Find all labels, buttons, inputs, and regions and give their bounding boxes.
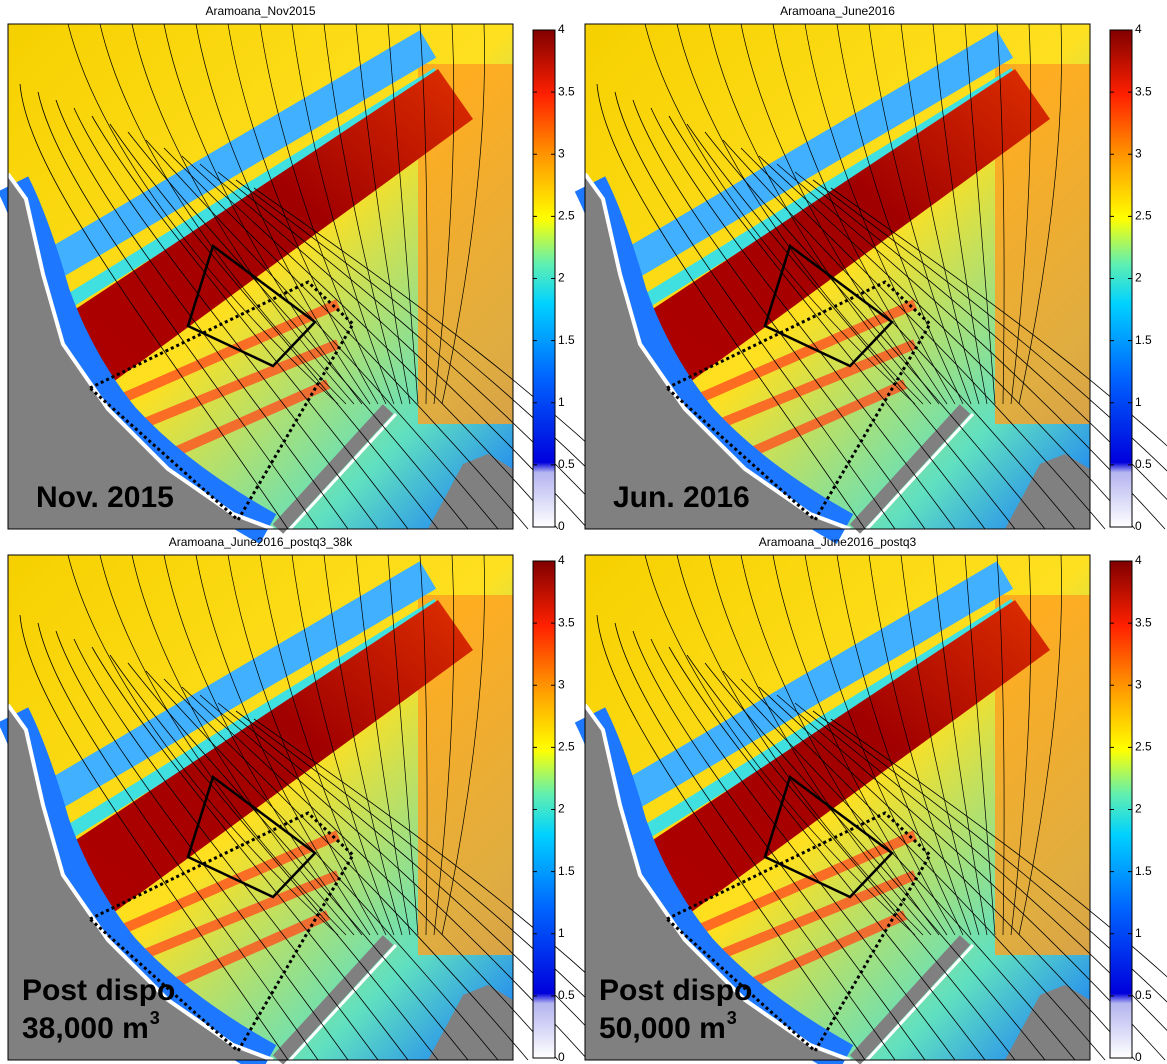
colorbar-tick-label: 2 — [1135, 802, 1142, 816]
colorbar-tick-label: 3.5 — [558, 615, 575, 629]
colorbar-tick-label: 2 — [1135, 271, 1142, 285]
panel-title: Aramoana_June2016 — [780, 4, 895, 18]
colorbar-tick-label: 0 — [558, 519, 565, 533]
colorbar-tick-label: 4 — [1135, 22, 1142, 36]
colorbar-tick-label: 0 — [558, 1050, 565, 1064]
panel: Aramoana_June2016_postq3 Post dispo 50,000… — [585, 535, 1167, 1064]
colorbar-tick-label: 1 — [1135, 926, 1142, 940]
colorbar-tick-label: 1 — [558, 926, 565, 940]
colorbar-tick-label: 1.5 — [1135, 333, 1152, 347]
figure: Aramoana_Nov2015 Nov. 2015 0 0.5 1 1.5 2 2.5 3 3.… — [0, 0, 1167, 1064]
colorbar-tick-label: 0.5 — [558, 988, 575, 1002]
colorbar-tick-label: 3 — [1135, 146, 1142, 160]
colorbar-tick-label: 3.5 — [1135, 615, 1152, 629]
colorbar-tick-label: 1.5 — [558, 333, 575, 347]
colorbar-tick-label: 3.5 — [1135, 84, 1152, 98]
colorbar-tick-label: 4 — [558, 553, 565, 567]
panel-title: Aramoana_Nov2015 — [205, 4, 315, 18]
colorbar-tick-label: 1.5 — [1135, 864, 1152, 878]
colorbar-tick-label: 1.5 — [558, 864, 575, 878]
colorbar-tick-label: 2.5 — [558, 740, 575, 754]
annotation: Nov. 2015 — [36, 481, 174, 514]
colorbar-tick-label: 3 — [558, 677, 565, 691]
annotation: 38,000 m — [22, 1012, 149, 1045]
annotation: Post dispo — [22, 974, 175, 1007]
annotation-superscript: 3 — [150, 1008, 160, 1028]
colorbar-tick-label: 1 — [1135, 395, 1142, 409]
panel: Aramoana_Nov2015 Nov. 2015 0 0.5 1 1.5 2 2.5 3 3.… — [8, 4, 678, 533]
colorbar-tick-label: 3.5 — [558, 84, 575, 98]
colorbar-tick-label: 2 — [558, 802, 565, 816]
colorbar-tick-label: 0 — [1135, 1050, 1142, 1064]
colorbar-tick-label: 1 — [558, 395, 565, 409]
colorbar-tick-label: 2.5 — [558, 209, 575, 223]
colorbar-tick-label: 2.5 — [1135, 740, 1152, 754]
colorbar-tick-label: 0.5 — [1135, 988, 1152, 1002]
annotation: Jun. 2016 — [613, 481, 750, 514]
colorbar-tick-label: 2 — [558, 271, 565, 285]
annotation-superscript: 3 — [727, 1008, 737, 1028]
annotation: Post dispo — [599, 974, 752, 1007]
panel-title: Aramoana_June2016_postq3 — [759, 535, 917, 549]
colorbar-tick-label: 4 — [1135, 553, 1142, 567]
panel: Aramoana_June2016_postq3_38k Post dispo 38… — [8, 535, 678, 1064]
panel: Aramoana_June2016 Jun. 2016 0 0.5 1 1.5 2 2.5 3 3… — [585, 4, 1167, 533]
colorbar-tick-label: 2.5 — [1135, 209, 1152, 223]
colorbar-tick-label: 4 — [558, 22, 565, 36]
annotation: 50,000 m — [599, 1012, 726, 1045]
colorbar-tick-label: 3 — [1135, 677, 1142, 691]
colorbar-tick-label: 0.5 — [558, 457, 575, 471]
colorbar-tick-label: 3 — [558, 146, 565, 160]
colorbar-tick-label: 0 — [1135, 519, 1142, 533]
colorbar-tick-label: 0.5 — [1135, 457, 1152, 471]
panel-title: Aramoana_June2016_postq3_38k — [169, 535, 353, 549]
